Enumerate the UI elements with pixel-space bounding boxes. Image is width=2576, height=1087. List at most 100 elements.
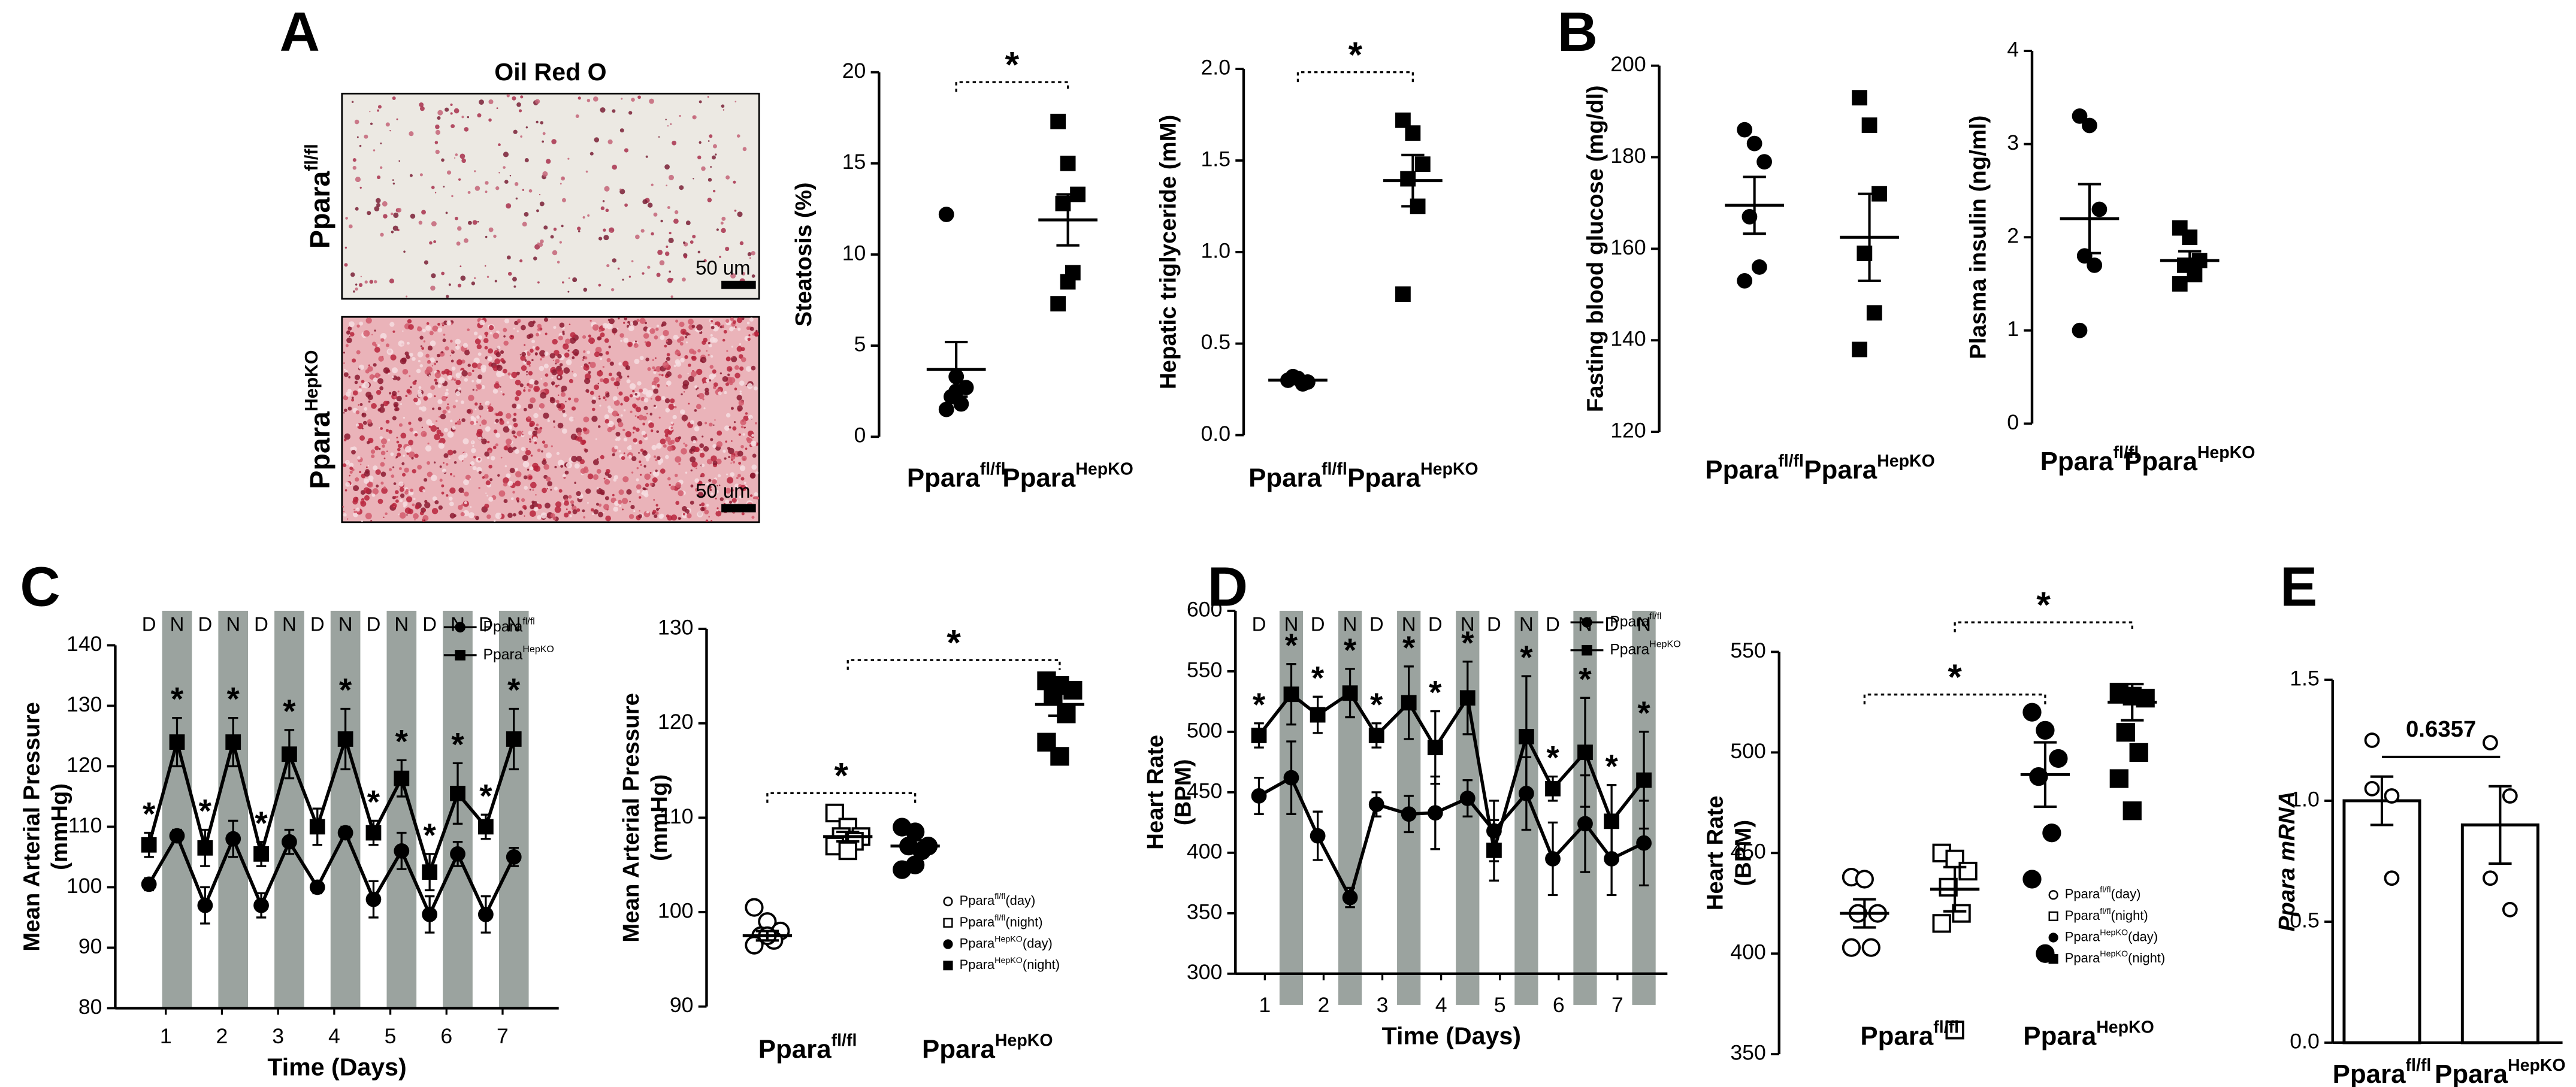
sem-bar bbox=[1056, 193, 1080, 247]
micrograph-stain bbox=[729, 500, 733, 504]
micrograph-stain bbox=[390, 452, 394, 456]
micrograph-stain bbox=[555, 384, 558, 388]
micrograph-stain bbox=[495, 186, 500, 190]
micrograph-stain bbox=[701, 464, 705, 467]
micrograph-stain bbox=[478, 405, 483, 410]
micrograph-stain bbox=[599, 352, 603, 357]
x-category-label-sup: fl/fl bbox=[2406, 1055, 2432, 1074]
micrograph-stain bbox=[485, 181, 489, 185]
x-category-label: Pparafl/fl bbox=[2040, 443, 2139, 476]
micrograph-stain bbox=[712, 338, 718, 343]
data-point bbox=[2182, 229, 2198, 246]
micrograph-stain bbox=[425, 353, 430, 358]
micrograph-stain bbox=[592, 407, 595, 411]
micrograph-stain bbox=[639, 317, 646, 324]
data-point bbox=[825, 803, 844, 823]
micrograph-stain bbox=[364, 495, 370, 501]
micrograph-stain bbox=[543, 381, 548, 387]
micrograph-stain bbox=[616, 437, 621, 441]
panel-letter: A bbox=[280, 1, 320, 63]
significance-marker: * bbox=[1285, 626, 1298, 664]
micrograph-stain bbox=[690, 456, 696, 463]
x-axis-title: Time (Days) bbox=[1382, 1022, 1521, 1050]
data-point bbox=[2116, 723, 2135, 742]
micrograph-stain bbox=[414, 433, 418, 437]
micrograph-stain bbox=[434, 434, 441, 440]
micrograph-stain bbox=[561, 389, 564, 393]
micrograph-stain bbox=[690, 240, 694, 244]
data-point bbox=[309, 879, 325, 895]
micrograph-stain bbox=[755, 422, 757, 425]
micrograph-stain bbox=[359, 186, 362, 189]
data-point bbox=[2364, 732, 2380, 748]
micrograph-stain bbox=[453, 108, 459, 114]
micrograph-stain bbox=[605, 351, 609, 355]
micrograph-stain bbox=[639, 460, 642, 464]
micrograph-stain bbox=[422, 489, 425, 492]
micrograph-stain bbox=[730, 462, 732, 464]
micrograph-stain bbox=[491, 456, 495, 461]
micrograph-stain bbox=[593, 509, 599, 514]
micrograph-stain bbox=[419, 173, 423, 177]
micrograph-stain bbox=[434, 379, 437, 382]
legend-label-sup: HepKO bbox=[1649, 639, 1681, 650]
micrograph-stain bbox=[550, 396, 555, 401]
micrograph-stain bbox=[561, 428, 567, 434]
micrograph-stain bbox=[504, 465, 507, 468]
micrograph-stain bbox=[486, 275, 489, 278]
micrograph-stain bbox=[401, 473, 406, 477]
data-point bbox=[1310, 707, 1326, 723]
micrograph-stain bbox=[561, 198, 566, 202]
x-tick-label: 3 bbox=[272, 1024, 284, 1048]
micrograph-stain bbox=[679, 185, 684, 190]
micrograph-stain bbox=[613, 399, 620, 406]
micrograph-stain bbox=[682, 380, 690, 387]
micrograph-stain bbox=[422, 515, 429, 522]
micrograph-stain bbox=[543, 317, 548, 322]
x-category-label-sup: HepKO bbox=[1075, 459, 1133, 479]
micrograph-stain bbox=[381, 487, 388, 494]
micrograph-stain bbox=[470, 416, 474, 420]
micrograph-stain bbox=[538, 242, 543, 247]
micrograph-stain bbox=[479, 319, 485, 326]
micrograph-stain bbox=[380, 482, 384, 485]
x-tick-label: 1 bbox=[160, 1024, 172, 1048]
panel-letter: D bbox=[1208, 556, 1248, 618]
micrograph-stain bbox=[739, 241, 744, 246]
micrograph-stain bbox=[423, 508, 427, 511]
scale-bar-label: 50 um bbox=[696, 480, 750, 502]
significance-bracket bbox=[1954, 621, 2133, 632]
micrograph-stain bbox=[598, 329, 602, 332]
micrograph-stain bbox=[625, 431, 632, 438]
micrograph-stain bbox=[369, 280, 374, 284]
micrograph-stain bbox=[620, 402, 623, 406]
micrograph-stain bbox=[675, 319, 679, 323]
micrograph-stain bbox=[555, 399, 560, 404]
significance-marker: * bbox=[1579, 660, 1592, 697]
micrograph-stain bbox=[427, 471, 433, 477]
micrograph-stain bbox=[638, 514, 643, 519]
micrograph-stain bbox=[576, 490, 581, 496]
micrograph-stain bbox=[631, 98, 635, 102]
data-point bbox=[938, 401, 954, 417]
micrograph-stain bbox=[450, 340, 453, 343]
micrograph-stain bbox=[663, 329, 669, 337]
micrograph-stain bbox=[709, 134, 713, 138]
micrograph-stain bbox=[373, 377, 378, 382]
micrograph-stain bbox=[417, 392, 422, 398]
micrograph-stain bbox=[558, 384, 560, 386]
micrograph-stain bbox=[556, 403, 561, 408]
micrograph-stain bbox=[344, 246, 347, 249]
micrograph-stain bbox=[638, 452, 640, 454]
micrograph-stain bbox=[408, 508, 414, 514]
micrograph-stain bbox=[537, 328, 540, 331]
micrograph-stain bbox=[533, 385, 540, 392]
micrograph-stain bbox=[370, 520, 373, 522]
micrograph-stain bbox=[413, 498, 416, 500]
micrograph-stain bbox=[385, 343, 390, 347]
micrograph-stain bbox=[707, 198, 712, 202]
micrograph-stain bbox=[719, 372, 722, 375]
micrograph-stain bbox=[700, 502, 705, 507]
micrograph-stain bbox=[441, 395, 447, 401]
micrograph-stain bbox=[391, 367, 398, 374]
